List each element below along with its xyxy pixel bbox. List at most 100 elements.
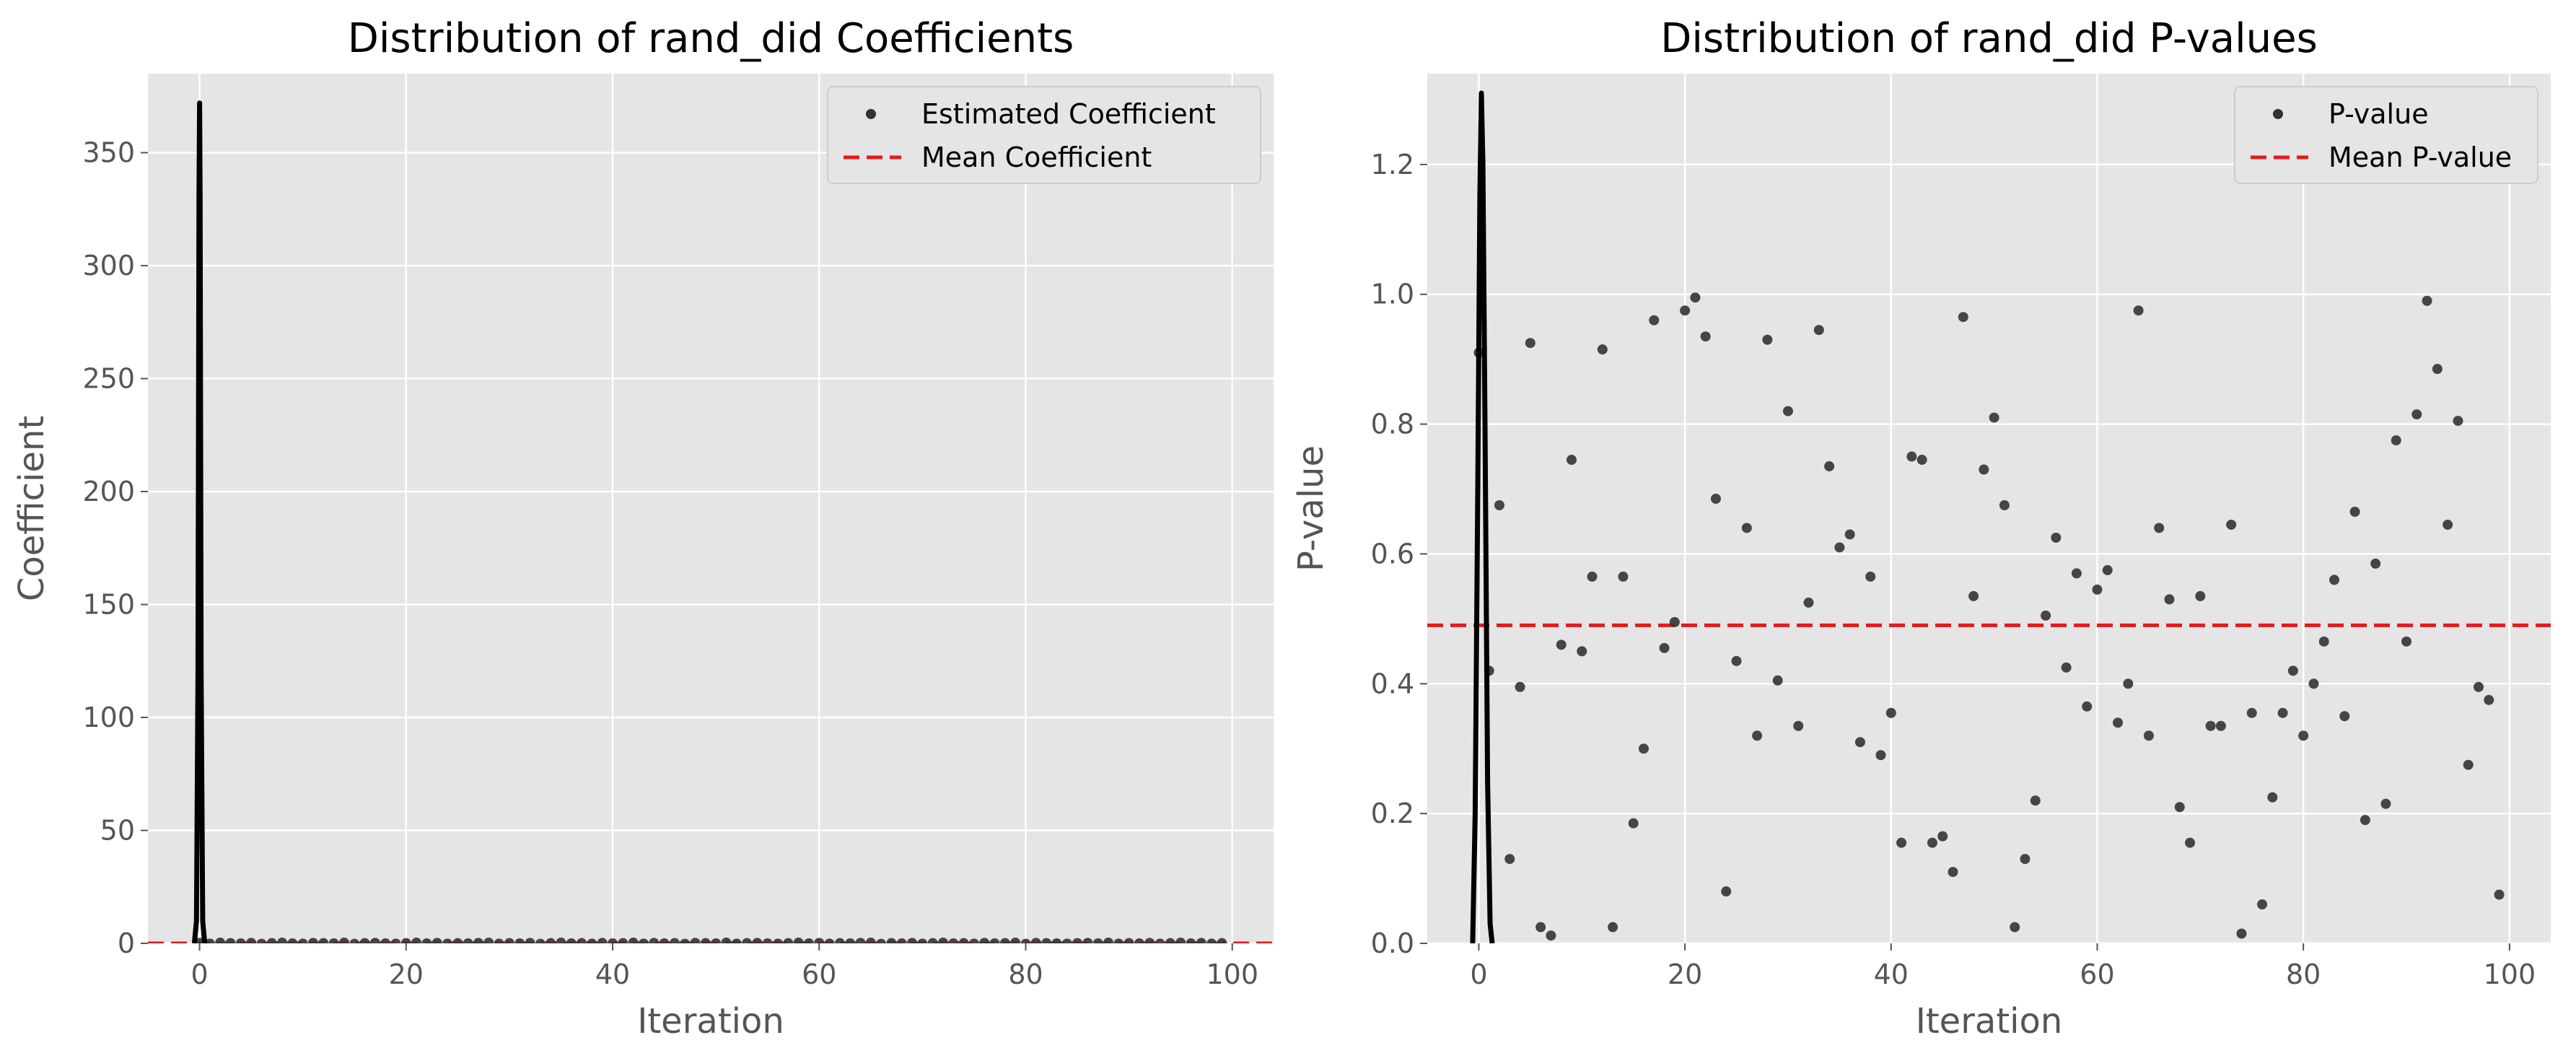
data-point: [225, 938, 236, 943]
data-point: [1597, 344, 1608, 355]
data-point: [2474, 681, 2484, 692]
data-point: [2391, 435, 2401, 446]
data-point: [1010, 938, 1021, 943]
data-point: [886, 938, 897, 943]
data-point: [1103, 938, 1114, 943]
data-point: [1515, 681, 1525, 692]
data-point: [793, 938, 804, 943]
data-point: [649, 938, 660, 943]
data-point: [307, 938, 318, 943]
data-point: [1061, 938, 1072, 943]
data-point: [400, 938, 411, 943]
data-point: [1494, 500, 1504, 511]
data-point: [442, 938, 453, 943]
data-point: [1608, 922, 1618, 933]
data-point: [1710, 494, 1721, 505]
plot-marks: [1427, 90, 2551, 943]
data-point: [1854, 737, 1865, 748]
data-point: [287, 938, 298, 943]
chart-title: Distribution of rand_did Coefficients: [348, 15, 1074, 62]
data-point: [2143, 730, 2154, 741]
y-tick-label: 50: [100, 815, 135, 847]
data-point: [1535, 922, 1546, 933]
data-point: [1175, 938, 1186, 943]
data-point: [1082, 938, 1093, 943]
data-point: [1155, 938, 1165, 943]
data-point: [927, 938, 938, 943]
legend-label-points: Estimated Coefficient: [921, 98, 1216, 130]
legend-marker-points: [866, 109, 876, 119]
legend-label-mean: Mean P-value: [2329, 141, 2512, 173]
legend-box: [2234, 86, 2538, 184]
data-point: [587, 938, 597, 943]
data-point: [1824, 461, 1835, 472]
data-marks: [1427, 90, 2551, 943]
data-point: [731, 938, 742, 943]
data-point: [1566, 455, 1577, 466]
data-point: [1196, 938, 1206, 943]
data-point: [1206, 938, 1217, 943]
data-point: [938, 938, 949, 943]
y-tick-label: 350: [82, 137, 135, 169]
data-point: [2061, 662, 2072, 673]
data-point: [1072, 938, 1083, 943]
data-point: [2010, 922, 2020, 933]
data-point: [2287, 665, 2298, 676]
data-point: [742, 938, 753, 943]
data-point: [1803, 597, 1814, 608]
data-point: [669, 938, 680, 943]
data-point: [483, 938, 494, 943]
data-point: [1186, 938, 1196, 943]
data-point: [855, 938, 866, 943]
x-tick-label: 20: [1668, 959, 1702, 990]
y-tick-label: 200: [82, 476, 135, 507]
data-point: [2339, 711, 2350, 722]
data-point: [2308, 678, 2319, 689]
data-point: [659, 938, 670, 943]
data-point: [2267, 792, 2278, 803]
y-tick-label: 250: [82, 363, 135, 395]
data-point: [1731, 655, 1742, 666]
data-point: [546, 938, 556, 943]
data-point: [380, 938, 391, 943]
data-point: [2154, 523, 2165, 533]
data-point: [256, 938, 267, 943]
data-point: [1618, 571, 1629, 582]
data-point: [803, 938, 814, 943]
data-point: [1906, 451, 1917, 462]
data-point: [2463, 759, 2474, 770]
legend-marker-points: [2273, 109, 2283, 119]
data-point: [711, 938, 722, 943]
data-point: [431, 938, 442, 943]
data-point: [2133, 305, 2144, 316]
density-curve: [191, 100, 208, 943]
data-point: [2298, 730, 2309, 741]
data-point: [896, 938, 907, 943]
data-point: [958, 938, 969, 943]
data-point: [2443, 519, 2453, 530]
data-point: [1927, 837, 1937, 848]
data-point: [618, 938, 628, 943]
data-point: [277, 938, 288, 943]
data-point: [752, 938, 763, 943]
data-point: [514, 938, 525, 943]
pvalues-panel: 0 20 40 60 80 100 0.0 0.2 0.4 0.6 0.8 1.0 1.2 Distri…: [1291, 15, 2551, 1042]
legend-box: [827, 86, 1261, 184]
x-tick-label: 100: [1206, 959, 1258, 990]
data-point: [2226, 519, 2237, 530]
data-point: [328, 938, 339, 943]
data-point: [2020, 854, 2030, 865]
data-point: [390, 938, 401, 943]
data-point: [762, 938, 773, 943]
data-point: [1875, 750, 1886, 761]
y-tick-label: 0: [118, 927, 135, 959]
data-point: [979, 938, 990, 943]
data-point: [834, 938, 845, 943]
x-tick-label: 60: [802, 959, 836, 990]
data-point: [1741, 523, 1752, 533]
data-point: [1649, 315, 1660, 326]
data-point: [845, 938, 856, 943]
data-point: [721, 938, 732, 943]
data-point: [1659, 642, 1670, 653]
